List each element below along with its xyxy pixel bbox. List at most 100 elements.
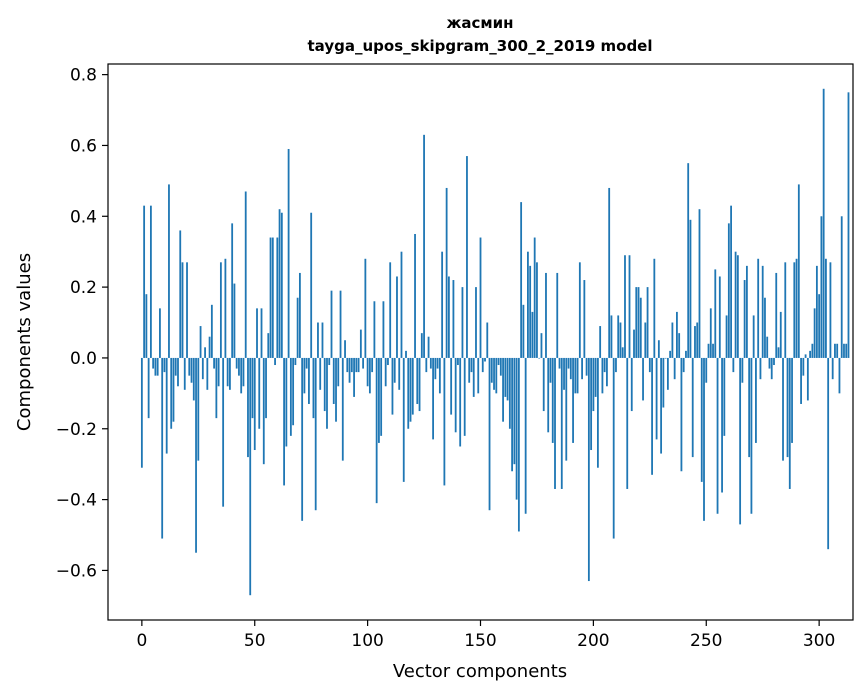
- bar: [768, 357, 771, 369]
- bar: [443, 357, 446, 486]
- bar: [540, 333, 543, 358]
- bar: [251, 357, 254, 419]
- bar: [653, 258, 656, 358]
- bar: [168, 184, 170, 358]
- bar: [416, 357, 419, 404]
- bar: [287, 148, 290, 358]
- bar: [163, 357, 166, 373]
- bar: [357, 357, 360, 373]
- bar: [226, 357, 229, 387]
- bar: [583, 280, 586, 358]
- bar: [271, 237, 274, 358]
- bar: [723, 357, 726, 436]
- bar: [657, 340, 660, 358]
- bar: [208, 336, 211, 358]
- bar: [378, 357, 380, 443]
- bar: [319, 357, 322, 390]
- bar: [398, 357, 401, 390]
- bar: [479, 237, 482, 358]
- bar: [517, 357, 520, 532]
- bar: [694, 326, 696, 358]
- bar: [165, 357, 168, 454]
- bar: [619, 322, 622, 358]
- bar: [459, 357, 462, 447]
- bar: [493, 357, 495, 390]
- bar: [626, 357, 629, 489]
- bar: [707, 343, 710, 358]
- bar: [337, 357, 340, 387]
- bar: [280, 212, 283, 358]
- bar: [806, 357, 809, 401]
- bar: [581, 357, 583, 380]
- bar: [813, 308, 816, 358]
- bar: [642, 357, 644, 401]
- bar: [513, 357, 516, 465]
- bar: [788, 357, 791, 489]
- bar: [368, 357, 371, 394]
- bar: [766, 336, 769, 358]
- bar: [843, 343, 845, 358]
- bar: [831, 357, 834, 380]
- bar: [490, 357, 493, 383]
- bar: [644, 322, 647, 358]
- bar: [423, 134, 425, 358]
- bar: [635, 287, 638, 358]
- bar: [628, 255, 631, 358]
- bar: [486, 322, 489, 358]
- bar: [278, 209, 281, 358]
- y-tick-label: −0.2: [56, 420, 97, 440]
- bar: [750, 357, 753, 514]
- bar: [470, 357, 473, 373]
- bars-group: [140, 88, 850, 596]
- bar: [326, 357, 328, 429]
- bar: [159, 308, 161, 358]
- bar: [305, 357, 308, 369]
- bar: [143, 205, 146, 358]
- bar: [793, 262, 796, 358]
- bar: [809, 350, 812, 358]
- bar: [759, 357, 762, 380]
- bar: [247, 357, 249, 458]
- bar: [524, 357, 527, 514]
- bar: [269, 237, 272, 358]
- bar: [283, 357, 285, 486]
- bar: [563, 357, 565, 390]
- bar: [380, 357, 383, 436]
- y-tick-label: −0.6: [56, 561, 97, 581]
- bar: [330, 290, 333, 358]
- bar: [301, 357, 304, 521]
- bar: [475, 287, 477, 358]
- bar: [321, 322, 324, 358]
- x-axis-label: Vector components: [393, 661, 567, 682]
- bar: [348, 357, 351, 383]
- bar: [696, 322, 699, 358]
- bar: [825, 258, 827, 358]
- bar: [217, 357, 220, 387]
- bar: [732, 357, 735, 373]
- bar: [256, 308, 258, 358]
- bar: [436, 357, 439, 369]
- y-axis-label: Components values: [14, 253, 35, 431]
- bar: [497, 357, 500, 366]
- bar: [770, 357, 773, 380]
- bar: [815, 265, 818, 358]
- x-axis: 0 50 100 150 200 250 300: [136, 620, 835, 651]
- bar: [782, 357, 784, 461]
- bar: [495, 357, 498, 394]
- bar: [551, 357, 554, 443]
- bar: [355, 357, 358, 373]
- bar: [556, 272, 559, 358]
- bar: [190, 357, 193, 383]
- bar: [396, 276, 398, 358]
- bar: [260, 308, 263, 358]
- bar: [466, 156, 468, 358]
- bar: [407, 357, 410, 429]
- bar: [265, 357, 267, 419]
- bar: [608, 187, 611, 358]
- bar: [308, 357, 310, 404]
- bar: [427, 336, 430, 358]
- bar: [229, 357, 231, 390]
- x-tick-label: 250: [690, 631, 722, 651]
- bar: [755, 357, 757, 443]
- bar: [689, 219, 692, 358]
